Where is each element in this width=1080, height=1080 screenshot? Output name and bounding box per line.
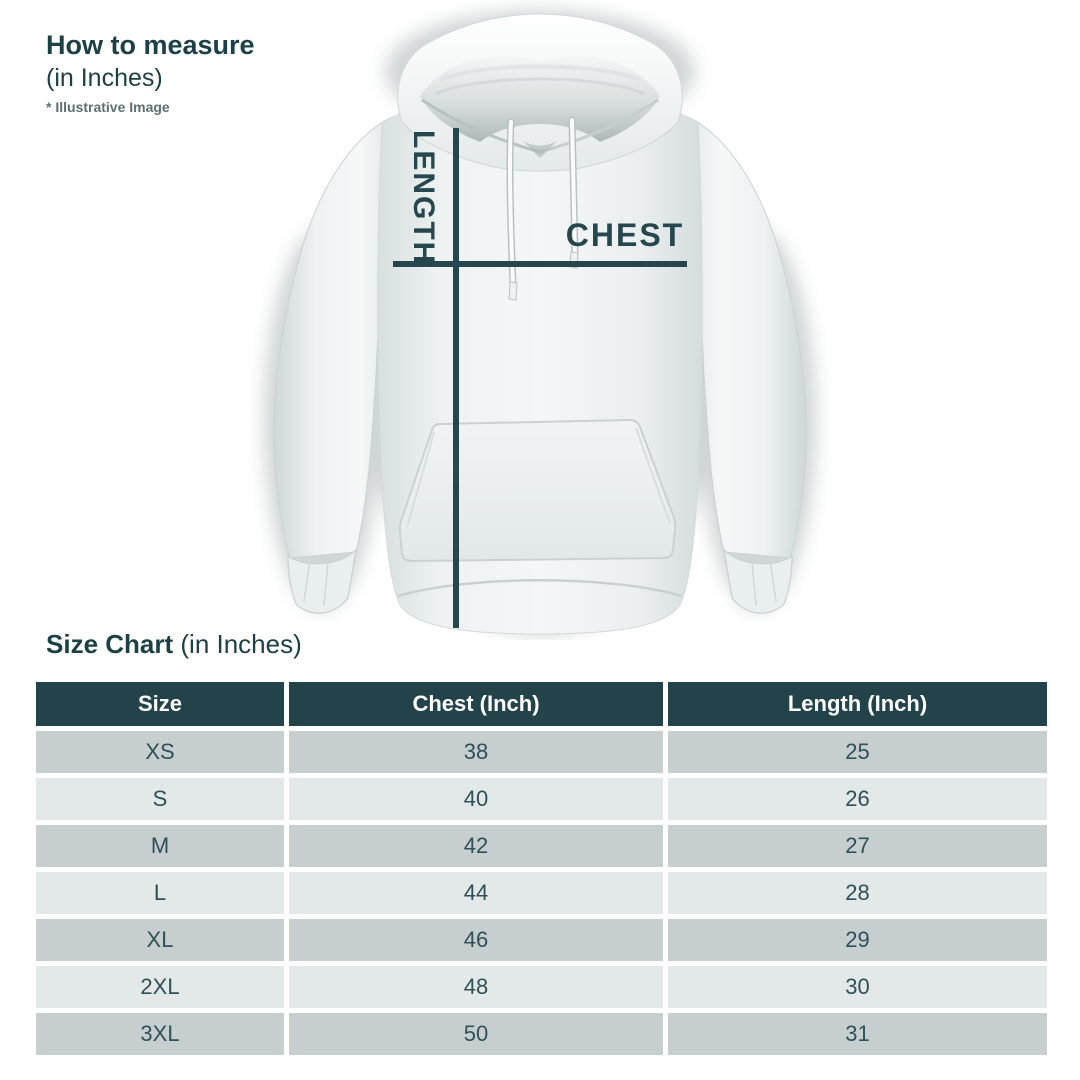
size-cell: XS: [36, 731, 284, 773]
table-row: M 42 27: [36, 825, 1047, 867]
size-chart-units: (in Inches): [173, 629, 302, 659]
chest-label: CHEST: [566, 217, 684, 253]
hoodie-illustration: LENGTH CHEST: [230, 0, 850, 640]
kangaroo-pocket: [398, 418, 677, 563]
chest-cell: 38: [289, 731, 663, 773]
size-cell: L: [36, 872, 284, 914]
chest-cell: 44: [289, 872, 663, 914]
table-row: XS 38 25: [36, 731, 1047, 773]
size-chart-table: Size Chest (Inch) Length (Inch) XS 38 25…: [36, 682, 1047, 1060]
length-cell: 30: [668, 966, 1047, 1008]
table-row: S 40 26: [36, 778, 1047, 820]
how-to-measure-heading: How to measure (in Inches) * Illustrativ…: [46, 30, 255, 115]
illustrative-note: * Illustrative Image: [46, 98, 170, 115]
table-header-row: Size Chest (Inch) Length (Inch): [36, 682, 1047, 726]
chest-cell: 42: [289, 825, 663, 867]
size-chart-heading: Size Chart (in Inches): [46, 629, 302, 660]
how-to-measure-units: (in Inches): [46, 64, 163, 93]
chest-cell: 40: [289, 778, 663, 820]
chest-cell: 46: [289, 919, 663, 961]
length-cell: 28: [668, 872, 1047, 914]
size-cell: 2XL: [36, 966, 284, 1008]
size-cell: M: [36, 825, 284, 867]
length-cell: 31: [668, 1013, 1047, 1055]
col-header-length: Length (Inch): [668, 682, 1047, 726]
table-row: 2XL 48 30: [36, 966, 1047, 1008]
length-cell: 26: [668, 778, 1047, 820]
length-cell: 27: [668, 825, 1047, 867]
drawstring-left: [506, 118, 518, 301]
col-header-size: Size: [36, 682, 284, 726]
table-row: L 44 28: [36, 872, 1047, 914]
size-cell: XL: [36, 919, 284, 961]
chest-cell: 48: [289, 966, 663, 1008]
table-row: 3XL 50 31: [36, 1013, 1047, 1055]
length-label: LENGTH: [407, 130, 440, 265]
size-chart-title: Size Chart: [46, 629, 174, 659]
col-header-chest: Chest (Inch): [289, 682, 663, 726]
hood-opening: [420, 56, 660, 142]
length-cell: 25: [668, 731, 1047, 773]
size-cell: 3XL: [36, 1013, 284, 1055]
length-cell: 29: [668, 919, 1047, 961]
size-cell: S: [36, 778, 284, 820]
table-row: XL 46 29: [36, 919, 1047, 961]
how-to-measure-title: How to measure: [46, 30, 255, 60]
hood: [397, 13, 683, 172]
hoodie-left-sleeve: [273, 117, 397, 614]
chest-cell: 50: [289, 1013, 663, 1055]
hoodie-svg: LENGTH CHEST: [264, 10, 816, 635]
hoodie-right-sleeve: [683, 117, 807, 614]
hem-crease: [397, 579, 683, 598]
